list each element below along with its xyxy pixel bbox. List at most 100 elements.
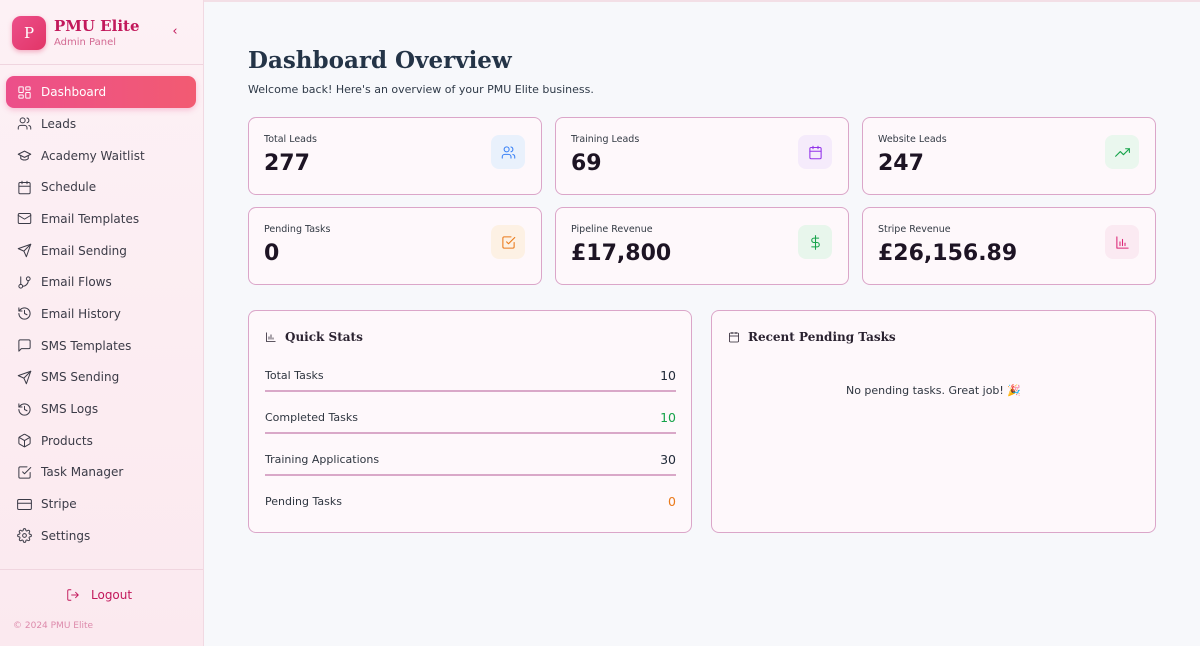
- graduation-cap-icon: [16, 148, 32, 164]
- stat-value: 69: [571, 151, 602, 176]
- sidebar-item-label: Email History: [41, 306, 121, 321]
- quick-stat-label: Training Applications: [265, 452, 380, 466]
- dashboard-grid-icon: [16, 84, 32, 100]
- quick-stat-row: Total Tasks 10: [265, 363, 676, 387]
- sidebar: P PMU Elite Admin Panel ‹ Dashboard Leads…: [0, 0, 204, 646]
- dollar-icon: [798, 225, 832, 259]
- stat-card-training-leads: Training Leads 69: [555, 117, 849, 195]
- sidebar-item-email-flows[interactable]: Email Flows: [6, 266, 196, 298]
- check-square-icon: [491, 225, 525, 259]
- copyright: © 2024 PMU Elite: [13, 621, 94, 631]
- logout-icon: [67, 589, 79, 601]
- row-divider: [265, 390, 676, 392]
- quick-stats-panel: Quick Stats Total Tasks 10 Completed Tasks…: [248, 310, 692, 533]
- quick-stat-value: 30: [660, 451, 676, 467]
- logout-button[interactable]: Logout: [66, 588, 132, 602]
- calendar-icon: [798, 135, 832, 169]
- quick-stats-title: Quick Stats: [285, 330, 363, 344]
- sidebar-item-label: Task Manager: [41, 465, 124, 480]
- send-icon: [16, 243, 32, 259]
- stat-card-website-leads: Website Leads 247: [862, 117, 1156, 195]
- mail-icon: [16, 211, 32, 227]
- quick-stat-row: Pending Tasks 0: [265, 489, 676, 513]
- quick-stat-label: Pending Tasks: [265, 494, 342, 508]
- pending-tasks-panel: Recent Pending Tasks No pending tasks. G…: [711, 310, 1156, 533]
- sidebar-item-leads[interactable]: Leads: [6, 108, 196, 140]
- sidebar-item-products[interactable]: Products: [6, 425, 196, 457]
- quick-stat-label: Total Tasks: [265, 368, 324, 382]
- sidebar-item-email-templates[interactable]: Email Templates: [6, 203, 196, 235]
- sidebar-item-stripe[interactable]: Stripe: [6, 488, 196, 520]
- sidebar-item-label: Schedule: [41, 180, 97, 195]
- stat-card-pending-tasks: Pending Tasks 0: [248, 207, 542, 285]
- bar-chart-icon: [266, 332, 276, 342]
- sidebar-item-label: Settings: [41, 528, 91, 543]
- brand-subtitle: Admin Panel: [54, 37, 117, 48]
- stat-card-pipeline-revenue: Pipeline Revenue £17,800: [555, 207, 849, 285]
- stat-label: Training Leads: [571, 134, 640, 145]
- stat-value: £17,800: [571, 241, 672, 266]
- sidebar-item-label: Email Sending: [41, 243, 127, 258]
- quick-stat-value: 10: [660, 409, 676, 425]
- credit-card-icon: [16, 496, 32, 512]
- brand-logo: P: [12, 16, 46, 50]
- history-icon: [16, 306, 32, 322]
- stat-value: £26,156.89: [878, 241, 1018, 266]
- stat-label: Pending Tasks: [264, 224, 331, 235]
- sidebar-item-label: Products: [41, 433, 93, 448]
- chevron-left-icon[interactable]: ‹: [172, 24, 178, 39]
- sidebar-item-label: SMS Logs: [41, 402, 99, 417]
- stat-label: Pipeline Revenue: [571, 224, 653, 235]
- calendar-icon: [729, 332, 739, 343]
- git-branch-icon: [16, 274, 32, 290]
- stat-label: Stripe Revenue: [878, 224, 951, 235]
- stat-value: 247: [878, 151, 924, 176]
- quick-stat-value: 0: [668, 493, 676, 509]
- sidebar-item-schedule[interactable]: Schedule: [6, 171, 196, 203]
- gear-icon: [16, 528, 32, 544]
- sidebar-item-settings[interactable]: Settings: [6, 520, 196, 552]
- stat-card-total-leads: Total Leads 277: [248, 117, 542, 195]
- stat-value: 277: [264, 151, 310, 176]
- history-icon: [16, 401, 32, 417]
- trending-up-icon: [1105, 135, 1139, 169]
- sidebar-item-sms-templates[interactable]: SMS Templates: [6, 330, 196, 362]
- bar-chart-icon: [1105, 225, 1139, 259]
- sidebar-divider: [0, 64, 203, 65]
- sidebar-item-sms-logs[interactable]: SMS Logs: [6, 393, 196, 425]
- quick-stat-row: Training Applications 30: [265, 447, 676, 471]
- users-icon: [16, 116, 32, 132]
- stat-value: 0: [264, 241, 280, 266]
- sidebar-item-academy-waitlist[interactable]: Academy Waitlist: [6, 140, 196, 172]
- stat-card-stripe-revenue: Stripe Revenue £26,156.89: [862, 207, 1156, 285]
- logout-label: Logout: [91, 588, 133, 602]
- sidebar-item-email-history[interactable]: Email History: [6, 298, 196, 330]
- sidebar-item-label: Stripe: [41, 497, 77, 512]
- sidebar-item-label: Email Templates: [41, 211, 140, 226]
- stat-label: Website Leads: [878, 134, 947, 145]
- sidebar-nav: Dashboard Leads Academy Waitlist Schedule Em…: [6, 76, 196, 552]
- sidebar-item-task-manager[interactable]: Task Manager: [6, 457, 196, 489]
- empty-state-message: No pending tasks. Great job! 🎉: [845, 384, 1022, 397]
- sidebar-item-email-sending[interactable]: Email Sending: [6, 235, 196, 267]
- calendar-icon: [16, 179, 32, 195]
- sidebar-item-label: SMS Templates: [41, 338, 132, 353]
- top-border: [0, 0, 1200, 2]
- sidebar-item-label: Dashboard: [41, 85, 107, 99]
- users-icon: [491, 135, 525, 169]
- row-divider: [265, 474, 676, 476]
- quick-stat-value: 10: [660, 367, 676, 383]
- check-square-icon: [16, 464, 32, 480]
- sidebar-item-dashboard[interactable]: Dashboard: [6, 76, 196, 108]
- brand-name: PMU Elite: [54, 17, 140, 35]
- quick-stat-label: Completed Tasks: [265, 410, 358, 424]
- page-title: Dashboard Overview: [248, 47, 512, 74]
- row-divider: [265, 432, 676, 434]
- package-icon: [16, 433, 32, 449]
- sidebar-item-label: SMS Sending: [41, 370, 120, 385]
- brand: P PMU Elite Admin Panel: [12, 16, 140, 50]
- sidebar-divider: [0, 569, 203, 570]
- sidebar-item-sms-sending[interactable]: SMS Sending: [6, 362, 196, 394]
- pending-tasks-title: Recent Pending Tasks: [748, 330, 896, 344]
- sidebar-item-label: Academy Waitlist: [41, 148, 145, 163]
